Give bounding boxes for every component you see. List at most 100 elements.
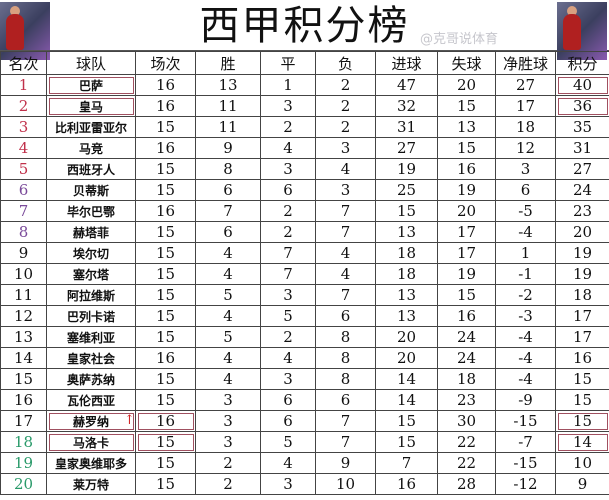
- points-cell: 31: [555, 137, 609, 159]
- table-row: 19 皇家奥维耶多 15 2 4 9 7 22 -15 10: [0, 452, 609, 474]
- rank-cell: 10: [0, 263, 47, 285]
- drawn-cell: 2: [260, 326, 316, 348]
- drawn-cell: 4: [260, 452, 316, 474]
- goals-against-cell: 24: [437, 347, 496, 369]
- team-cell: 阿拉维斯: [46, 284, 136, 306]
- goals-for-cell: 14: [375, 389, 438, 411]
- goals-against-cell: 16: [437, 158, 496, 180]
- goals-against-cell: 19: [437, 263, 496, 285]
- table-row: 5 西班牙人 15 8 3 4 19 16 3 27: [0, 158, 609, 180]
- table-row: 3 比利亚雷亚尔 15 11 2 2 31 13 18 35: [0, 116, 609, 138]
- column-header: 净胜球: [495, 51, 556, 75]
- goals-for-cell: 31: [375, 116, 438, 138]
- goal-diff-cell: -4: [495, 326, 556, 348]
- goals-for-cell: 19: [375, 158, 438, 180]
- lost-cell: 6: [315, 389, 376, 411]
- team-cell: 比利亚雷亚尔: [46, 116, 136, 138]
- rank-cell: 8: [0, 221, 47, 243]
- rank-cell: 11: [0, 284, 47, 306]
- points-cell: 15: [555, 389, 609, 411]
- won-cell: 3: [195, 431, 261, 453]
- column-header: 积分: [555, 51, 609, 75]
- drawn-cell: 5: [260, 305, 316, 327]
- drawn-cell: 2: [260, 200, 316, 222]
- team-cell: 赫罗纳: [46, 410, 136, 432]
- up-arrow-icon: ↑: [124, 413, 135, 428]
- page-title: 西甲积分榜: [0, 0, 609, 52]
- table-row: 11 阿拉维斯 15 5 3 7 13 15 -2 18: [0, 284, 609, 306]
- points-cell: 40: [555, 74, 609, 96]
- lost-cell: 7: [315, 221, 376, 243]
- goal-diff-cell: -15: [495, 452, 556, 474]
- won-cell: 5: [195, 284, 261, 306]
- lost-cell: 7: [315, 431, 376, 453]
- won-cell: 4: [195, 347, 261, 369]
- goal-diff-cell: 17: [495, 95, 556, 117]
- played-cell: 15: [135, 431, 196, 453]
- rank-cell: 5: [0, 158, 47, 180]
- table-row: 13 塞维利亚 15 5 2 8 20 24 -4 17: [0, 326, 609, 348]
- lost-cell: 2: [315, 74, 376, 96]
- rank-cell: 13: [0, 326, 47, 348]
- team-cell: 瓦伦西亚: [46, 389, 136, 411]
- table-row: 18 马洛卡 15 3 5 7 15 22 -7 14: [0, 431, 609, 453]
- team-cell: 马洛卡: [46, 431, 136, 453]
- points-cell: 19: [555, 242, 609, 264]
- rank-cell: 14: [0, 347, 47, 369]
- goals-for-cell: 27: [375, 137, 438, 159]
- team-cell: 塞尔塔: [46, 263, 136, 285]
- drawn-cell: 7: [260, 242, 316, 264]
- goal-diff-cell: -9: [495, 389, 556, 411]
- drawn-cell: 3: [260, 158, 316, 180]
- drawn-cell: 7: [260, 263, 316, 285]
- goal-diff-cell: 6: [495, 179, 556, 201]
- played-cell: 15: [135, 452, 196, 474]
- goals-against-cell: 15: [437, 95, 496, 117]
- drawn-cell: 3: [260, 95, 316, 117]
- rank-cell: 17: [0, 410, 47, 432]
- table-row: 9 埃尔切 15 4 7 4 18 17 1 19: [0, 242, 609, 264]
- goals-against-cell: 13: [437, 116, 496, 138]
- goals-against-cell: 15: [437, 137, 496, 159]
- rank-cell: 16: [0, 389, 47, 411]
- column-header: 失球: [437, 51, 496, 75]
- goals-against-cell: 22: [437, 452, 496, 474]
- goal-diff-cell: -12: [495, 473, 556, 495]
- goal-diff-cell: 27: [495, 74, 556, 96]
- won-cell: 3: [195, 389, 261, 411]
- goal-diff-cell: 18: [495, 116, 556, 138]
- won-cell: 11: [195, 95, 261, 117]
- won-cell: 8: [195, 158, 261, 180]
- table-row: 7 毕尔巴鄂 16 7 2 7 15 20 -5 23: [0, 200, 609, 222]
- drawn-cell: 3: [260, 368, 316, 390]
- team-cell: 巴列卡诺: [46, 305, 136, 327]
- goals-against-cell: 20: [437, 200, 496, 222]
- column-header: 球队: [46, 51, 136, 75]
- goal-diff-cell: -3: [495, 305, 556, 327]
- goal-diff-cell: -7: [495, 431, 556, 453]
- column-header: 进球: [375, 51, 438, 75]
- goals-for-cell: 14: [375, 368, 438, 390]
- lost-cell: 7: [315, 200, 376, 222]
- drawn-cell: 2: [260, 221, 316, 243]
- column-header: 平: [260, 51, 316, 75]
- points-cell: 14: [555, 431, 609, 453]
- points-cell: 27: [555, 158, 609, 180]
- goals-against-cell: 17: [437, 242, 496, 264]
- table-row: 10 塞尔塔 15 4 7 4 18 19 -1 19: [0, 263, 609, 285]
- goals-against-cell: 30: [437, 410, 496, 432]
- goals-against-cell: 20: [437, 74, 496, 96]
- goals-for-cell: 18: [375, 263, 438, 285]
- goals-against-cell: 23: [437, 389, 496, 411]
- lost-cell: 4: [315, 263, 376, 285]
- won-cell: 6: [195, 221, 261, 243]
- rank-cell: 2: [0, 95, 47, 117]
- lost-cell: 7: [315, 410, 376, 432]
- goals-against-cell: 24: [437, 326, 496, 348]
- team-cell: 奥萨苏纳: [46, 368, 136, 390]
- table-row: 1 巴萨 16 13 1 2 47 20 27 40: [0, 74, 609, 96]
- rank-cell: 20: [0, 473, 47, 495]
- team-cell: 埃尔切: [46, 242, 136, 264]
- lost-cell: 6: [315, 305, 376, 327]
- points-cell: 19: [555, 263, 609, 285]
